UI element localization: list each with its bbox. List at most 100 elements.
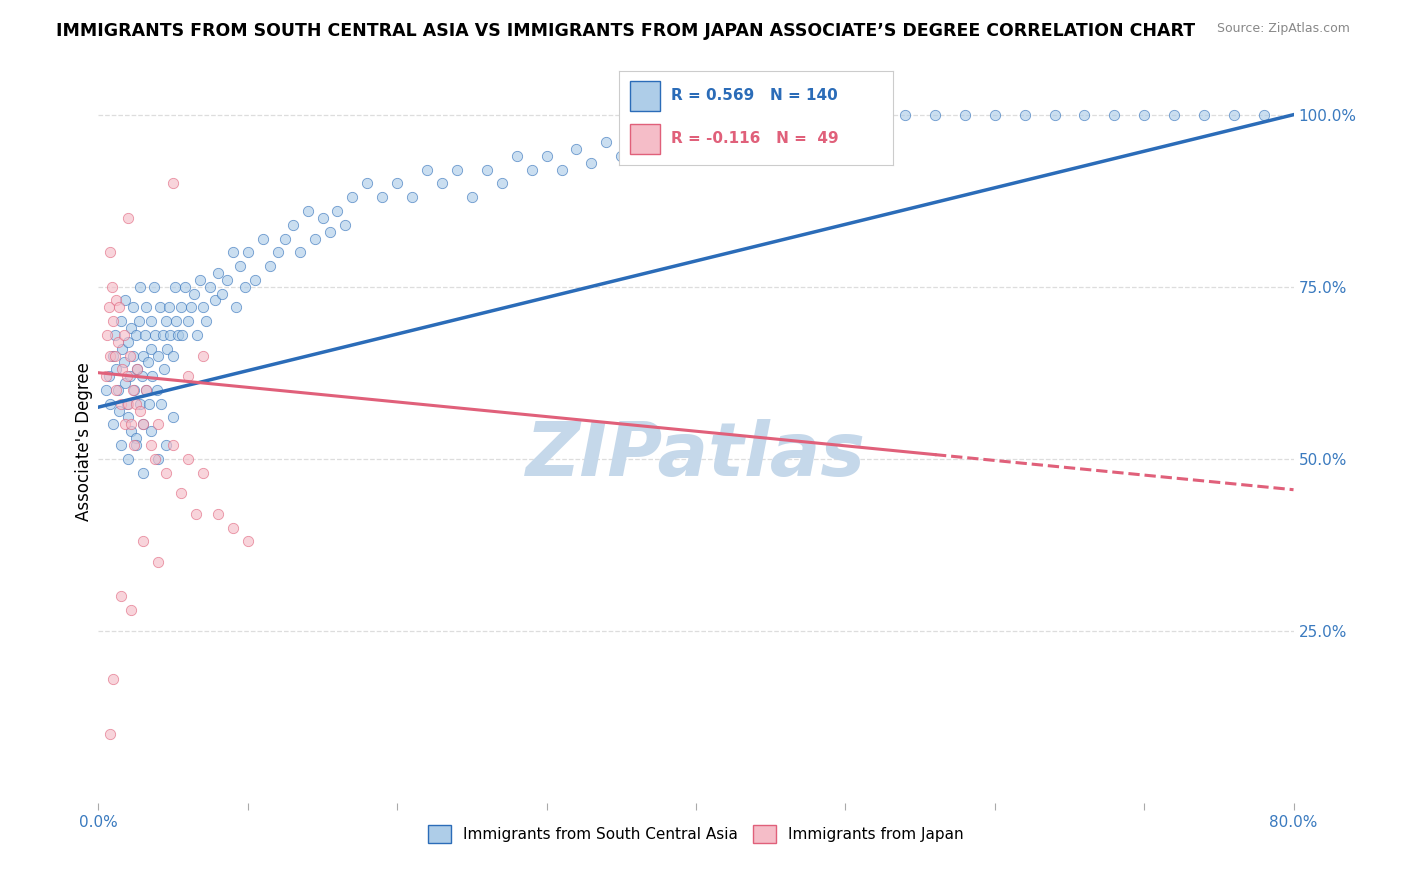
Point [107,334,129,349]
Point [236,245,259,260]
Point [97,301,120,315]
Point [356,177,378,191]
Y-axis label: Associate's Degree: Associate's Degree [75,362,93,521]
Point [143,327,166,342]
Point [98,397,122,411]
Point [121,301,143,315]
Point [177,314,200,328]
Point [108,403,131,417]
Point [342,190,364,204]
Point [159,327,181,342]
Point [1073,108,1095,122]
Point [112,355,135,369]
Point [229,259,252,273]
Point [200,279,222,293]
Point [131,369,153,384]
Point [125,397,148,411]
Point [114,376,136,390]
Point [311,211,333,225]
Point [132,417,155,432]
Point [145,383,167,397]
Point [120,321,142,335]
Point [207,266,229,280]
Point [139,342,162,356]
Point [103,672,125,686]
Point [385,177,409,191]
Point [148,349,170,363]
Point [150,397,173,411]
Point [110,438,132,452]
Point [115,397,138,411]
Point [155,438,177,452]
Point [169,301,191,315]
Point [1223,108,1246,122]
Point [108,301,131,315]
Text: R = 0.569   N = 140: R = 0.569 N = 140 [671,88,838,103]
Point [115,369,138,384]
Point [924,108,946,122]
Point [626,135,648,149]
Point [1104,108,1126,122]
Point [143,451,166,466]
Point [129,397,152,411]
Point [112,327,135,342]
Point [139,438,162,452]
Point [520,162,543,177]
Point [430,177,453,191]
Point [1163,108,1185,122]
Point [107,383,129,397]
Point [894,108,917,122]
Point [110,590,132,604]
Point [103,314,125,328]
Point [319,225,342,239]
Point [120,417,142,432]
Point [207,507,229,521]
Point [153,362,176,376]
Point [236,534,259,549]
Text: IMMIGRANTS FROM SOUTH CENTRAL ASIA VS IMMIGRANTS FROM JAPAN ASSOCIATE’S DEGREE C: IMMIGRANTS FROM SOUTH CENTRAL ASIA VS IM… [56,22,1195,40]
Text: Source: ZipAtlas.com: Source: ZipAtlas.com [1216,22,1350,36]
Point [475,162,498,177]
Point [984,108,1007,122]
Point [461,190,484,204]
Point [132,534,155,549]
Point [117,211,139,225]
Point [953,108,976,122]
Point [124,383,146,397]
Point [98,349,122,363]
Point [132,466,155,480]
Point [162,438,184,452]
Point [96,327,118,342]
Point [97,369,120,384]
Point [267,245,290,260]
Point [128,314,150,328]
Point [139,314,162,328]
Legend: Immigrants from South Central Asia, Immigrants from Japan: Immigrants from South Central Asia, Immi… [422,819,970,849]
Point [110,314,132,328]
Point [162,349,184,363]
Point [125,438,148,452]
Point [98,245,122,260]
Point [120,424,142,438]
Point [98,727,122,741]
Point [132,349,155,363]
Point [252,231,274,245]
Point [162,410,184,425]
Point [124,438,146,452]
FancyBboxPatch shape [630,81,659,111]
Point [103,349,125,363]
Point [1133,108,1156,122]
Point [94,383,117,397]
Point [103,417,125,432]
Point [155,466,177,480]
Point [134,327,156,342]
Point [745,121,768,136]
Point [536,149,558,163]
Point [581,156,603,170]
Point [274,231,297,245]
Point [297,204,319,219]
Point [281,218,304,232]
FancyBboxPatch shape [630,124,659,153]
Point [233,279,256,293]
Point [775,121,797,136]
